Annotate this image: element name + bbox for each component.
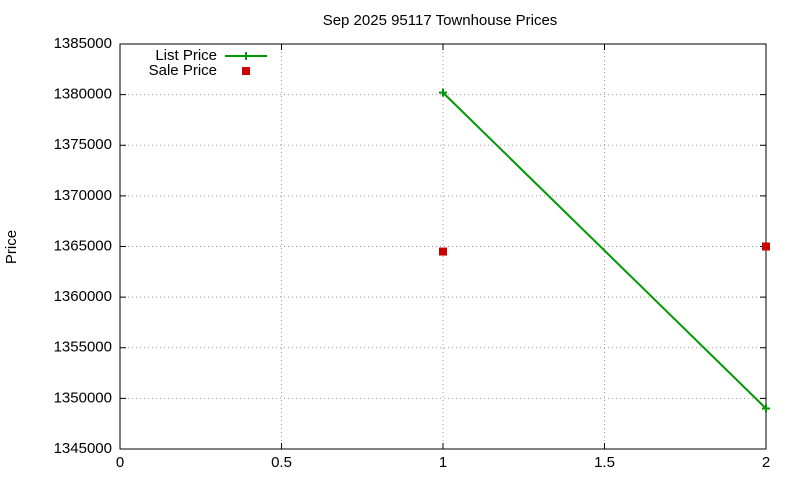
point <box>439 88 447 97</box>
y-axis-label: Price <box>3 230 20 264</box>
y-tick-label: 1375000 <box>54 136 112 153</box>
legend-marker <box>242 67 250 75</box>
y-tick-label: 1370000 <box>54 187 112 204</box>
x-tick-label: 0.5 <box>271 454 292 471</box>
y-tick-label: 1355000 <box>54 339 112 356</box>
x-tick-label: 1 <box>439 454 447 471</box>
y-tick-label: 1360000 <box>54 288 112 305</box>
y-tick-label: 1385000 <box>54 35 112 52</box>
x-tick-label: 0 <box>116 454 124 471</box>
point <box>439 247 447 256</box>
chart-title: Sep 2025 95117 Townhouse Prices <box>323 12 558 29</box>
point <box>762 242 770 251</box>
point <box>762 404 770 413</box>
line <box>442 91 767 410</box>
y-tick-label: 1350000 <box>54 389 112 406</box>
legend-label: List Price <box>155 47 217 64</box>
legend-label: Sale Price <box>149 62 217 79</box>
legend-marker <box>242 52 250 60</box>
x-tick-label: 1.5 <box>594 454 615 471</box>
x-tick-label: 2 <box>762 454 770 471</box>
y-tick-label: 1380000 <box>54 86 112 103</box>
y-tick-label: 1365000 <box>54 237 112 254</box>
y-tick-label: 1345000 <box>54 440 112 457</box>
